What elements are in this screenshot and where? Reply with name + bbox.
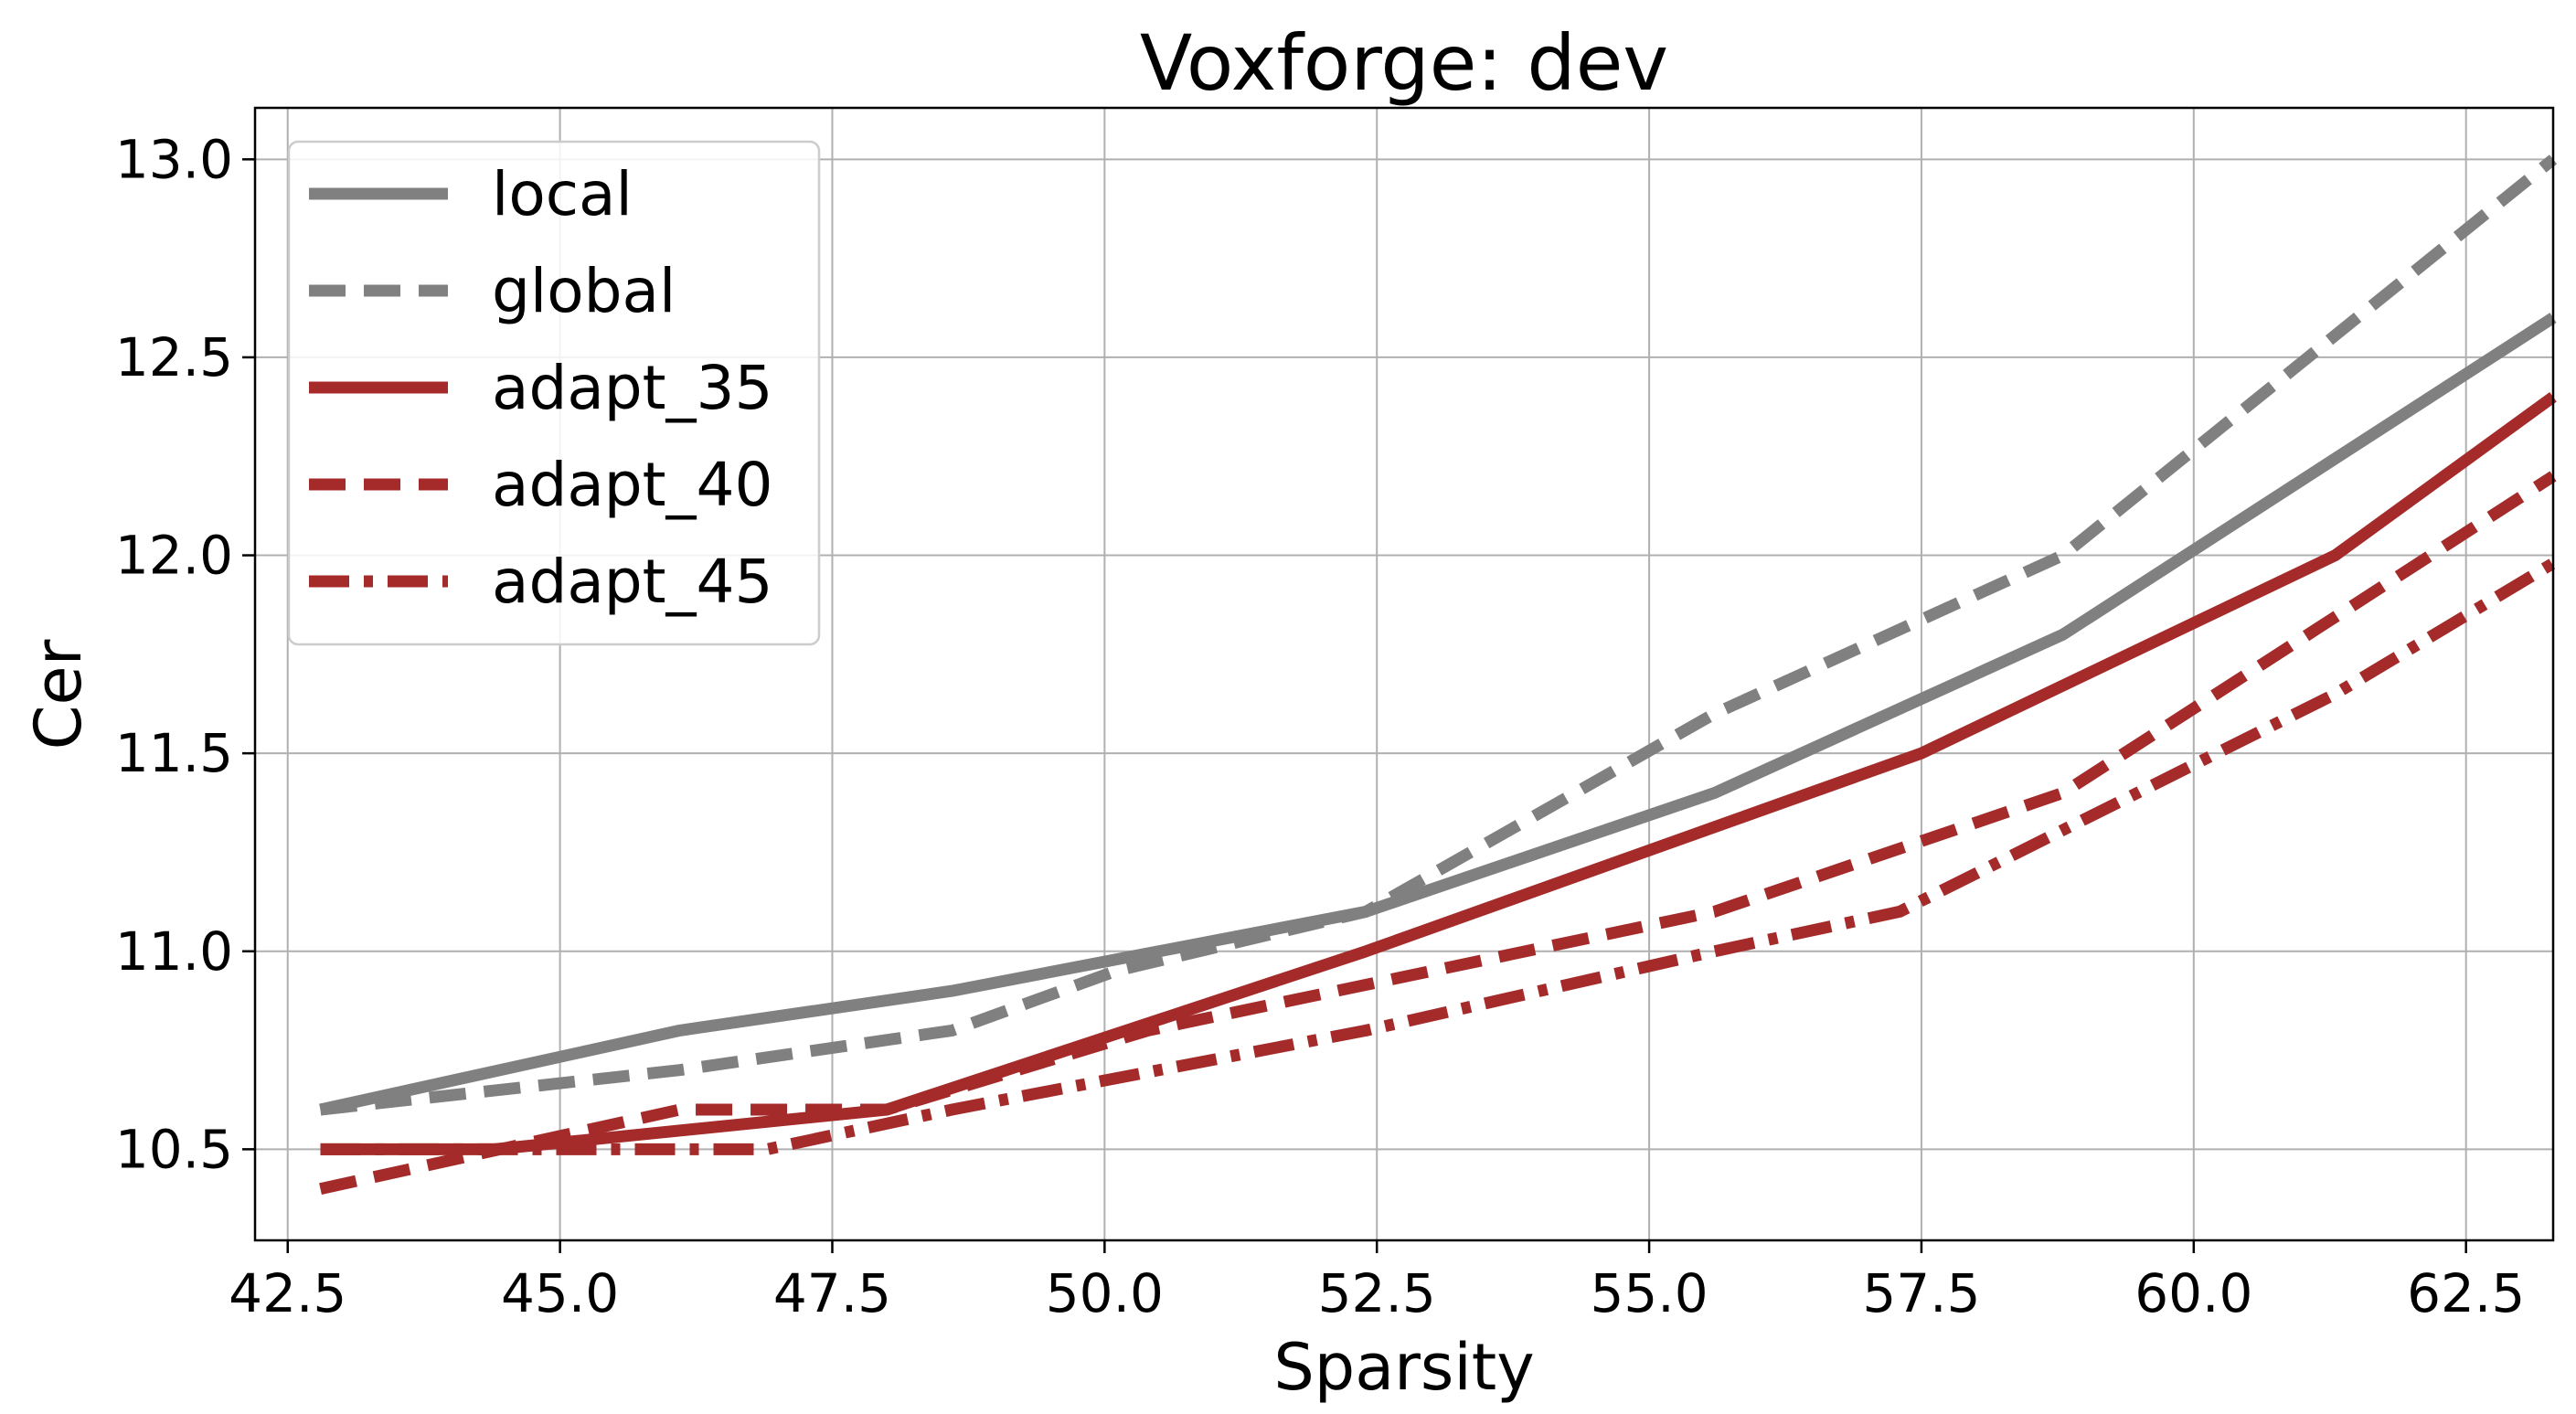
- y-axis-label: Cer: [21, 639, 96, 750]
- y-tick-label: 10.5: [115, 1118, 233, 1180]
- y-axis: 10.5 11.0 11.5 12.0 12.5 13.0: [115, 128, 255, 1180]
- legend-box: [287, 140, 821, 646]
- grid: [255, 108, 2553, 1240]
- y-tick-label: 11.0: [115, 920, 233, 983]
- x-axis-label: Sparsity: [1273, 1330, 1534, 1405]
- y-tick-label: 11.5: [115, 722, 233, 784]
- series-line-adapt-45: [320, 558, 2557, 1155]
- x-tick-label: 57.5: [1862, 1262, 1980, 1324]
- legend-label: adapt_45: [492, 547, 773, 617]
- chart-title: Voxforge: dev: [1140, 18, 1668, 108]
- x-tick-label: 60.0: [2134, 1262, 2252, 1324]
- x-tick-label: 62.5: [2407, 1262, 2525, 1324]
- legend-label: local: [492, 159, 633, 229]
- plot-frame: [253, 106, 2555, 1242]
- x-tick-label: 52.5: [1318, 1262, 1436, 1324]
- x-tick-label: 47.5: [773, 1262, 891, 1324]
- y-tick-label: 13.0: [115, 128, 233, 190]
- x-tick-label: 50.0: [1046, 1262, 1164, 1324]
- x-axis: 42.5 45.0 47.5 50.0 52.5 55.0 57.5 60.0 62.5: [229, 1240, 2525, 1324]
- series-line-adapt-40: [319, 471, 2557, 1196]
- series-layer: [319, 154, 2558, 1196]
- y-tick-label: 12.0: [115, 525, 233, 587]
- legend-label: adapt_40: [492, 450, 773, 520]
- series-line-global: [319, 154, 2558, 1116]
- legend: local global adapt_35 adapt_40 adapt_45: [287, 140, 821, 646]
- x-tick-label: 42.5: [229, 1262, 346, 1324]
- y-tick-label: 12.5: [115, 326, 233, 388]
- legend-label: adapt_35: [492, 353, 773, 423]
- x-tick-label: 55.0: [1591, 1262, 1708, 1324]
- x-tick-label: 45.0: [501, 1262, 619, 1324]
- legend-label: global: [492, 256, 676, 326]
